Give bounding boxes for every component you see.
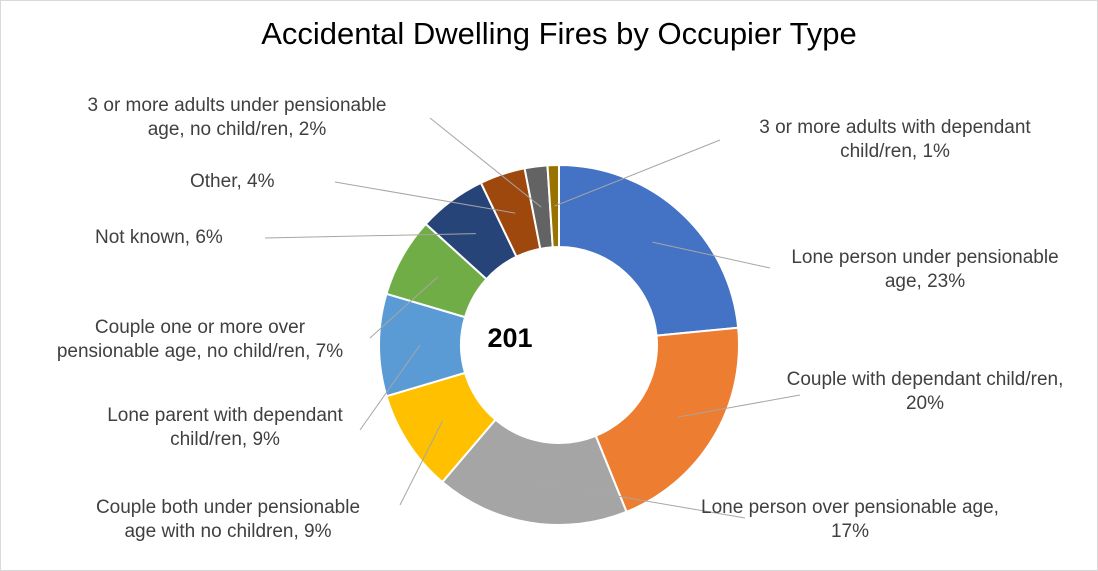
data-label: Couple with dependant child/ren, 20% bbox=[786, 369, 1064, 414]
slice bbox=[546, 163, 560, 249]
chart-title: Accidental Dwelling Fires by Occupier Ty… bbox=[261, 16, 857, 51]
leader-line bbox=[652, 241, 771, 269]
center-label: 201 bbox=[487, 323, 532, 353]
leader-line bbox=[536, 481, 746, 519]
leader-line bbox=[677, 394, 801, 418]
data-label: 3 or more adults under pensionable age, … bbox=[87, 95, 387, 140]
leader-line bbox=[554, 139, 721, 207]
leader-line bbox=[369, 276, 439, 339]
leader-line bbox=[264, 233, 476, 239]
slice bbox=[558, 163, 740, 337]
leader-line bbox=[399, 420, 443, 506]
leader-line bbox=[429, 117, 542, 208]
data-label: Lone person under pensionable age, 23% bbox=[791, 247, 1059, 292]
data-label: Couple one or more over pensionable age,… bbox=[56, 317, 344, 362]
data-label: Couple both under pensionable age with n… bbox=[95, 497, 361, 542]
data-label: 3 or more adults with dependant child/re… bbox=[759, 117, 1031, 162]
data-label: Other, 4% bbox=[190, 171, 275, 192]
slice bbox=[594, 326, 740, 514]
data-label: Not known, 6% bbox=[95, 227, 223, 248]
leader-line bbox=[359, 344, 421, 431]
data-label: Lone parent with dependant child/ren, 9% bbox=[107, 405, 343, 450]
slice bbox=[440, 418, 628, 526]
data-label: Lone person over pensionable age, 17% bbox=[701, 497, 999, 542]
leader-line bbox=[334, 181, 516, 214]
